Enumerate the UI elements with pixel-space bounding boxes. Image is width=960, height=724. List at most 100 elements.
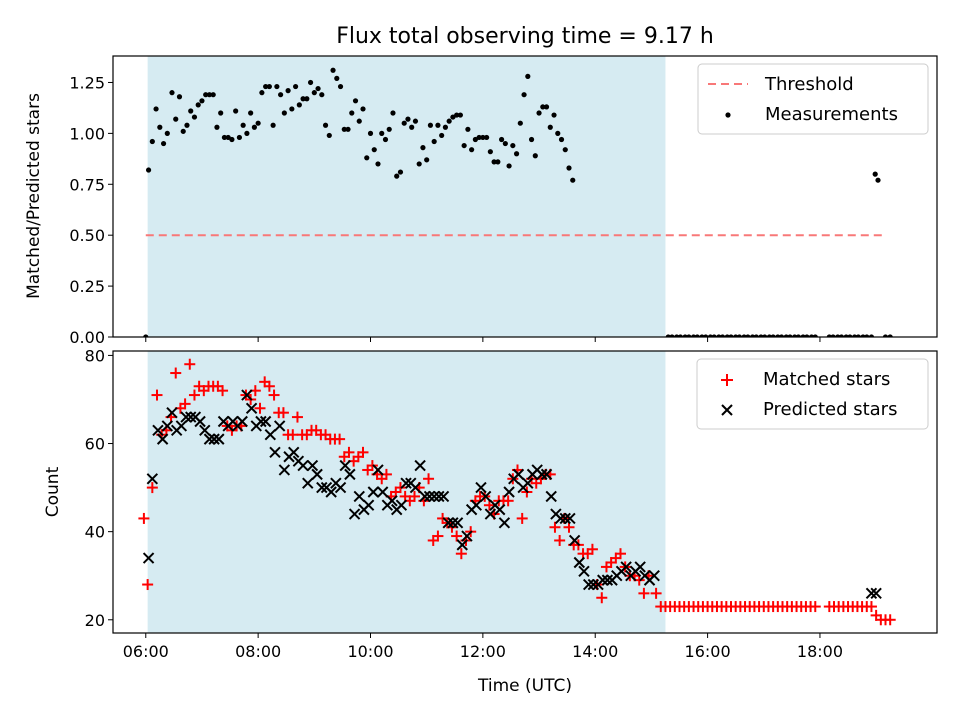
- matched-star-point: [455, 548, 467, 560]
- matched-star-point: [291, 411, 303, 423]
- measurement-point: [487, 149, 493, 155]
- measurement-point: [495, 159, 501, 165]
- measurement-point: [214, 124, 220, 130]
- measurement-point: [206, 92, 213, 98]
- measurement-point: [570, 177, 576, 183]
- measurement-point: [787, 334, 793, 337]
- y-tick-label: 80: [85, 346, 105, 365]
- measurement-point: [371, 147, 377, 153]
- matched-star-point: [277, 407, 289, 419]
- measurement-point: [491, 159, 497, 165]
- measurement-point: [446, 118, 452, 124]
- observing-window-bottom: [147, 351, 666, 633]
- measurement-point: [558, 136, 565, 143]
- measurement-point: [176, 94, 183, 100]
- ratio-legend: Threshold Measurements: [697, 63, 929, 135]
- measurement-point: [289, 106, 295, 112]
- ratio-panel-frame: [112, 55, 938, 338]
- measurement-point: [157, 124, 163, 130]
- measurement-point: [319, 92, 325, 98]
- measurement-point: [812, 334, 818, 337]
- measurement-point: [248, 110, 254, 116]
- measurement-point: [255, 120, 261, 126]
- predicted-star-point: [409, 481, 422, 494]
- legend-measurements-label: Measurements: [765, 104, 898, 125]
- measurement-point: [311, 90, 317, 96]
- measurement-point: [536, 110, 542, 116]
- predicted-star-point: [423, 490, 436, 503]
- measurement-point: [480, 134, 486, 141]
- predicted-star-point: [503, 486, 515, 498]
- predicted-star-point: [334, 481, 347, 494]
- matched-star-point: [884, 614, 896, 626]
- matched-star-point: [184, 358, 196, 370]
- measurement-point: [326, 132, 332, 139]
- measurement-point: [405, 116, 411, 122]
- measurement-point: [469, 147, 475, 153]
- measurement-point: [180, 128, 186, 134]
- predicted-star-point: [325, 486, 337, 498]
- matched-star-point: [188, 389, 200, 401]
- measurement-point: [145, 167, 152, 173]
- measurement-point: [543, 104, 550, 110]
- predicted-star-point: [146, 473, 159, 485]
- y-tick-label: 40: [85, 523, 105, 542]
- measurement-point: [525, 73, 531, 79]
- measurement-point: [285, 88, 291, 94]
- chart-title: Flux total observing time = 9.17 h: [336, 24, 714, 49]
- measurement-point: [412, 118, 419, 124]
- predicted-star-point: [648, 570, 660, 582]
- measurement-point: [173, 116, 179, 122]
- measurement-point: [240, 122, 246, 128]
- predicted-star-point: [213, 433, 225, 445]
- measurement-point: [887, 334, 893, 337]
- predicted-star-point: [142, 552, 155, 564]
- measurement-point: [188, 108, 194, 114]
- predicted-star-point: [376, 486, 389, 498]
- measurement-point: [315, 85, 321, 92]
- measurement-point: [199, 98, 205, 104]
- predicted-star-point: [344, 468, 356, 481]
- measurement-point: [770, 334, 776, 337]
- predicted-star-point: [568, 534, 581, 547]
- measurement-point: [502, 140, 508, 147]
- y-tick-label: 0.75: [69, 175, 105, 194]
- x-tick-label: 08:00: [235, 642, 281, 661]
- matched-star-point: [516, 512, 528, 524]
- matched-star-point: [142, 579, 154, 591]
- predicted-star-point: [582, 578, 595, 591]
- predicted-star-point: [433, 490, 445, 503]
- measurement-point: [184, 122, 190, 128]
- matched-star-point: [423, 473, 435, 485]
- matched-star-point: [151, 389, 163, 401]
- legend-predicted-label: Predicted stars: [763, 399, 897, 420]
- measurement-point: [778, 334, 785, 337]
- measurement-point: [532, 153, 538, 159]
- x-tick-label: 12:00: [460, 642, 506, 661]
- measurement-point: [266, 83, 272, 90]
- predicted-star-point: [419, 490, 431, 503]
- measurement-point: [506, 163, 512, 169]
- measurement-point: [379, 130, 385, 136]
- predicted-star-point: [597, 574, 609, 586]
- predicted-star-point: [264, 429, 277, 441]
- predicted-star-point: [353, 490, 365, 503]
- predicted-star-point: [180, 411, 192, 423]
- measurement-point: [143, 334, 149, 337]
- predicted-star-point: [865, 587, 878, 600]
- predicted-star-point: [475, 481, 487, 494]
- predicted-star-point: [306, 459, 319, 472]
- measurement-point: [830, 334, 836, 337]
- matched-star-point: [146, 482, 158, 494]
- measurement-point: [334, 75, 340, 81]
- measurement-point: [330, 67, 336, 73]
- matched-star-point: [138, 512, 150, 524]
- matched-star-point: [809, 601, 821, 613]
- matched-star-point: [263, 380, 275, 392]
- predicted-star-point: [241, 389, 253, 401]
- matched-star-point: [615, 548, 627, 560]
- legend-threshold-label: Threshold: [764, 74, 854, 95]
- predicted-star-point: [302, 477, 314, 489]
- measurement-point: [677, 334, 684, 337]
- predicted-star-point: [540, 468, 553, 481]
